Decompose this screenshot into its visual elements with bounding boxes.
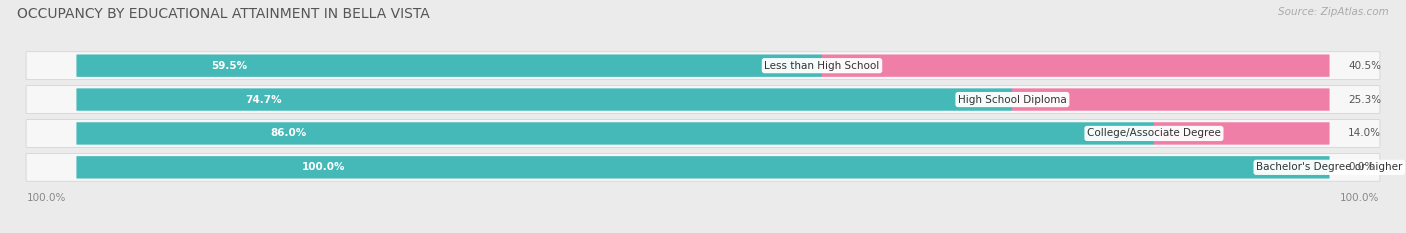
Text: 25.3%: 25.3% [1348,95,1381,105]
FancyBboxPatch shape [27,154,1379,181]
Text: OCCUPANCY BY EDUCATIONAL ATTAINMENT IN BELLA VISTA: OCCUPANCY BY EDUCATIONAL ATTAINMENT IN B… [17,7,430,21]
Text: 59.5%: 59.5% [211,61,247,71]
FancyBboxPatch shape [27,52,1379,79]
FancyBboxPatch shape [76,88,1012,111]
Text: 100.0%: 100.0% [27,193,66,203]
Text: Less than High School: Less than High School [765,61,880,71]
FancyBboxPatch shape [76,156,1330,178]
Text: 100.0%: 100.0% [302,162,346,172]
FancyBboxPatch shape [76,122,1154,145]
FancyBboxPatch shape [27,120,1379,147]
FancyBboxPatch shape [1154,122,1330,145]
Text: Source: ZipAtlas.com: Source: ZipAtlas.com [1278,7,1389,17]
Text: High School Diploma: High School Diploma [957,95,1067,105]
Text: 86.0%: 86.0% [270,128,307,138]
Text: Bachelor's Degree or higher: Bachelor's Degree or higher [1256,162,1403,172]
Text: 40.5%: 40.5% [1348,61,1381,71]
Text: 14.0%: 14.0% [1348,128,1381,138]
FancyBboxPatch shape [76,55,823,77]
FancyBboxPatch shape [27,86,1379,113]
Text: 0.0%: 0.0% [1348,162,1374,172]
Text: 74.7%: 74.7% [245,95,281,105]
FancyBboxPatch shape [1012,88,1330,111]
FancyBboxPatch shape [821,55,1330,77]
Text: College/Associate Degree: College/Associate Degree [1087,128,1220,138]
Text: 100.0%: 100.0% [1340,193,1379,203]
